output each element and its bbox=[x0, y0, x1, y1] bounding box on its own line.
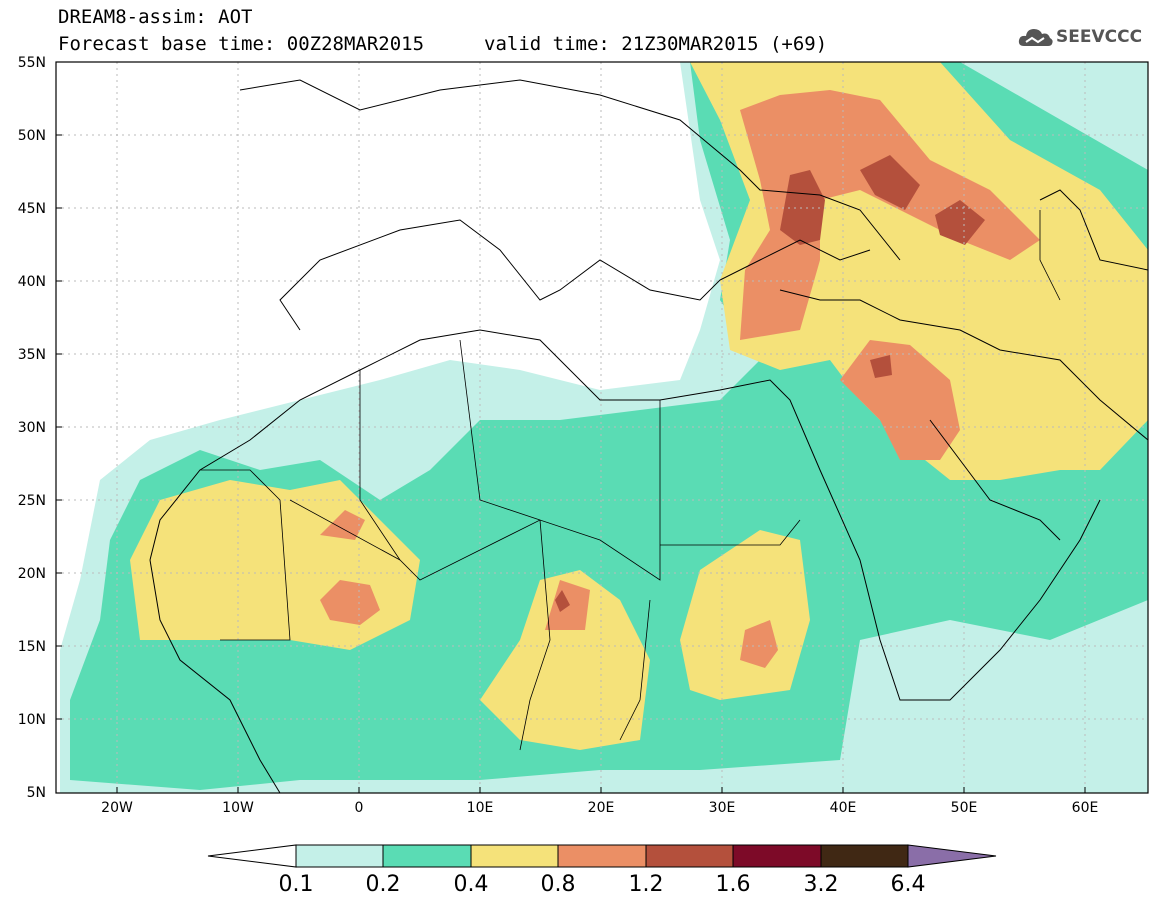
colorbar-swatch-7 bbox=[820, 844, 909, 868]
colorbar-label-0.1: 0.1 bbox=[278, 872, 314, 897]
lon-label-10w: 10W bbox=[222, 800, 254, 816]
seevccc-logo: SEEVCCC bbox=[1018, 24, 1158, 54]
graticule bbox=[56, 62, 1148, 793]
lon-label-0: 0 bbox=[354, 800, 364, 816]
aot-band-0.8 bbox=[740, 90, 1040, 340]
country-borders bbox=[200, 210, 1061, 751]
lon-label-20e: 20E bbox=[587, 800, 615, 816]
lat-label-20n: 20N bbox=[17, 566, 46, 582]
colorbar-label-0.2: 0.2 bbox=[365, 872, 401, 897]
forecast-base-time: Forecast base time: 00Z28MAR2015 bbox=[58, 33, 425, 55]
colorbar-swatch-3 bbox=[470, 844, 559, 868]
lat-label-40n: 40N bbox=[17, 274, 46, 290]
colorbar-label-6.4: 6.4 bbox=[890, 872, 926, 897]
colorbar-label-0.8: 0.8 bbox=[540, 872, 576, 897]
colorbar-label-3.2: 3.2 bbox=[803, 872, 839, 897]
axis-ticks bbox=[56, 61, 1086, 793]
lon-label-30e: 30E bbox=[708, 800, 736, 816]
lat-label-15n: 15N bbox=[17, 639, 46, 655]
colorbar-swatch-4 bbox=[557, 844, 647, 868]
lat-label-10n: 10N bbox=[17, 712, 46, 728]
lon-label-20w: 20W bbox=[101, 800, 133, 816]
lon-label-40e: 40E bbox=[829, 800, 857, 816]
valid-time: valid time: 21Z30MAR2015 (+69) bbox=[484, 33, 828, 55]
cloud-icon bbox=[1018, 29, 1053, 46]
aot-band-1.2 bbox=[780, 170, 825, 245]
colorbar-over-arrow bbox=[907, 844, 997, 868]
colorbar-label-1.6: 1.6 bbox=[715, 872, 751, 897]
colorbar-swatch-5 bbox=[645, 844, 734, 868]
lat-label-35n: 35N bbox=[17, 347, 46, 363]
lon-label-10e: 10E bbox=[466, 800, 494, 816]
colorbar bbox=[207, 844, 997, 868]
lat-label-30n: 30N bbox=[17, 420, 46, 436]
lat-label-55n: 55N bbox=[17, 55, 46, 71]
lat-label-50n: 50N bbox=[17, 128, 46, 144]
colorbar-swatch-2 bbox=[382, 844, 472, 868]
colorbar-under-arrow bbox=[207, 844, 297, 868]
colorbar-swatch-1 bbox=[295, 844, 384, 868]
lat-label-5n: 5N bbox=[26, 785, 46, 801]
colorbar-swatch-6 bbox=[732, 844, 822, 868]
lat-label-45n: 45N bbox=[17, 201, 46, 217]
lat-label-25n: 25N bbox=[17, 493, 46, 509]
aot-field bbox=[56, 62, 1148, 793]
lon-label-60e: 60E bbox=[1071, 800, 1099, 816]
map-title: DREAM8-assim: AOT bbox=[58, 6, 253, 28]
coastlines bbox=[149, 79, 1149, 794]
colorbar-label-1.2: 1.2 bbox=[628, 872, 664, 897]
colorbar-label-0.4: 0.4 bbox=[453, 872, 489, 897]
logo-text: SEEVCCC bbox=[1056, 27, 1143, 47]
lon-label-50e: 50E bbox=[950, 800, 978, 816]
